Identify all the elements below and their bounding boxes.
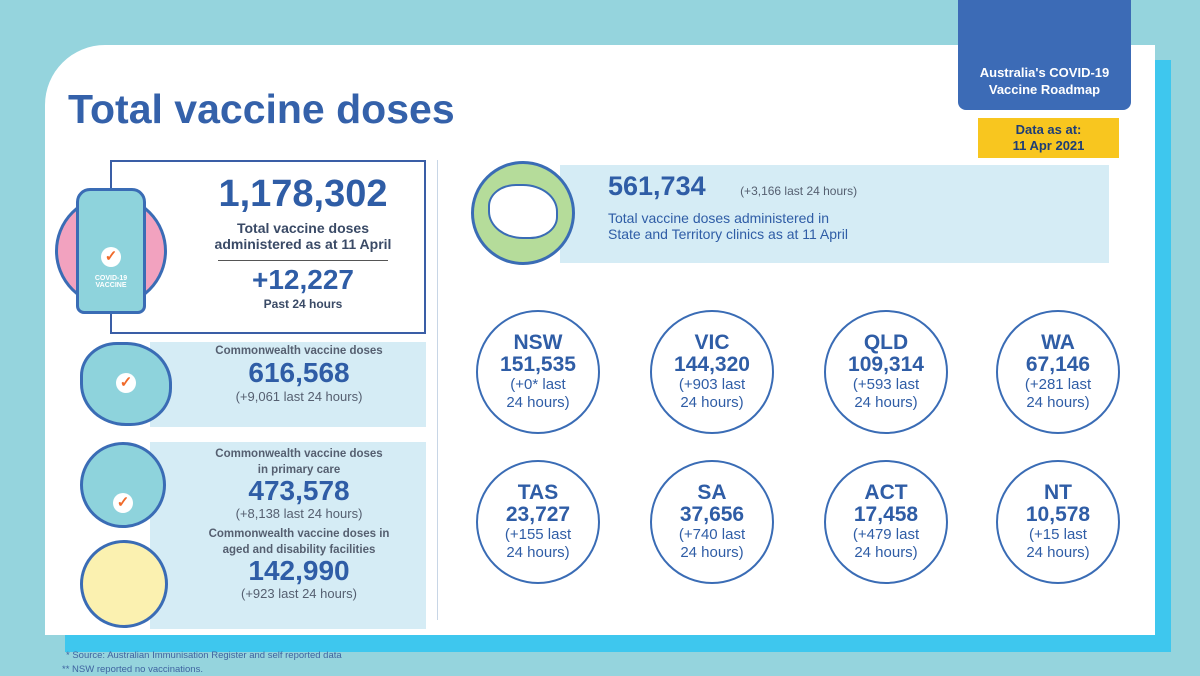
roadmap-badge: Australia's COVID-19 Vaccine Roadmap: [958, 0, 1131, 110]
state-change-period: 24 hours): [854, 394, 918, 411]
total-change: +12,227: [252, 264, 354, 295]
page-title: Total vaccine doses: [68, 86, 455, 132]
state-name: NSW: [513, 331, 563, 354]
state-change: (+281 last: [1024, 376, 1092, 393]
map-shape: [488, 184, 558, 239]
australia-clinics-map-icon: [471, 161, 575, 265]
aged-care-label-1: Commonwealth vaccine doses in: [208, 528, 390, 540]
state-value: 67,146: [1025, 353, 1091, 376]
state-circle-sa: SA 37,656 (+740 last 24 hours): [650, 460, 774, 584]
state-change-period: 24 hours): [1026, 544, 1090, 561]
data-date-badge: Data as at: 11 Apr 2021: [978, 118, 1119, 158]
australia-map-icon: ✓: [80, 342, 172, 426]
commonwealth-label: Commonwealth vaccine doses: [215, 345, 383, 357]
total-divider: [218, 260, 388, 261]
total-value: 1,178,302: [218, 173, 388, 215]
column-divider: [437, 160, 438, 620]
state-value: 109,314: [848, 353, 924, 376]
state-total-label-1: Total vaccine doses administered in: [608, 210, 830, 226]
aged-care-value: 142,990: [248, 555, 350, 586]
state-change: (+155 last: [504, 526, 572, 543]
state-value: 151,535: [500, 353, 576, 376]
state-change: (+593 last: [852, 376, 920, 393]
state-total-value: 561,734: [608, 171, 706, 201]
state-name: QLD: [863, 331, 909, 354]
aged-care-person-icon: [80, 540, 168, 628]
state-change-period: 24 hours): [680, 544, 744, 561]
state-change: (+740 last: [678, 526, 746, 543]
total-doses-box: 1,178,302 Total vaccine doses administer…: [110, 160, 426, 334]
primary-care-value: 473,578: [248, 475, 350, 506]
state-circle-nt: NT 10,578 (+15 last 24 hours): [996, 460, 1120, 584]
aged-care-change: (+923 last 24 hours): [241, 586, 357, 601]
state-circle-act: ACT 17,458 (+479 last 24 hours): [824, 460, 948, 584]
date-value: 11 Apr 2021: [1012, 138, 1085, 153]
state-change: (+903 last: [678, 376, 746, 393]
state-change-period: 24 hours): [680, 394, 744, 411]
state-circle-qld: QLD 109,314 (+593 last 24 hours): [824, 310, 948, 434]
state-name: NT: [1044, 481, 1072, 504]
date-label: Data as at:: [1015, 122, 1082, 137]
primary-care-panel: Commonwealth vaccine doses in primary ca…: [150, 442, 426, 629]
commonwealth-value: 616,568: [248, 357, 350, 388]
state-name: TAS: [517, 481, 559, 504]
state-total-change: (+3,166 last 24 hours): [740, 184, 858, 198]
state-circle-nsw: NSW 151,535 (+0* last 24 hours): [476, 310, 600, 434]
vial-text-2: VACCINE: [95, 282, 127, 289]
check-icon: ✓: [116, 373, 136, 393]
state-name: SA: [697, 481, 727, 504]
state-value: 17,458: [853, 503, 919, 526]
state-change-period: 24 hours): [854, 544, 918, 561]
primary-care-people-icon: ✓: [80, 442, 166, 528]
check-icon: ✓: [101, 247, 121, 267]
total-label-2: administered as at 11 April: [214, 236, 392, 252]
state-total-panel: 561,734 (+3,166 last 24 hours) Total vac…: [560, 165, 1109, 263]
state-value: 37,656: [679, 503, 745, 526]
state-change-period: 24 hours): [1026, 394, 1090, 411]
vial-text-1: COVID-19: [94, 275, 128, 282]
decor-strip-right: [1155, 60, 1171, 652]
state-change-period: 24 hours): [506, 394, 570, 411]
commonwealth-panel: Commonwealth vaccine doses 616,568 (+9,0…: [150, 342, 426, 427]
state-name: ACT: [864, 481, 908, 504]
state-circle-vic: VIC 144,320 (+903 last 24 hours): [650, 310, 774, 434]
total-label-1: Total vaccine doses: [236, 220, 369, 236]
footnote-nsw: ** NSW reported no vaccinations.: [62, 664, 203, 675]
aged-care-label-2: aged and disability facilities: [222, 544, 376, 556]
primary-care-label-2: in primary care: [257, 464, 341, 476]
commonwealth-change: (+9,061 last 24 hours): [235, 389, 363, 404]
state-circle-tas: TAS 23,727 (+155 last 24 hours): [476, 460, 600, 584]
state-circle-wa: WA 67,146 (+281 last 24 hours): [996, 310, 1120, 434]
state-change: (+15 last: [1029, 526, 1087, 543]
state-value: 23,727: [505, 503, 571, 526]
state-change: (+0* last: [510, 376, 566, 393]
vaccine-vial-icon: ✓ COVID-19 VACCINE: [76, 188, 146, 314]
state-change: (+479 last: [852, 526, 920, 543]
state-value: 144,320: [674, 353, 750, 376]
state-name: WA: [1041, 331, 1075, 354]
state-change-period: 24 hours): [506, 544, 570, 561]
state-total-label-2: State and Territory clinics as at 11 Apr…: [608, 226, 848, 242]
check-icon: ✓: [113, 493, 133, 513]
decor-strip-bottom: [65, 634, 1171, 652]
primary-care-change: (+8,138 last 24 hours): [235, 506, 363, 521]
footnote-source: * Source: Australian Immunisation Regist…: [66, 650, 342, 661]
state-value: 10,578: [1025, 503, 1091, 526]
total-change-label: Past 24 hours: [263, 297, 343, 311]
state-name: VIC: [694, 331, 730, 354]
primary-care-label-1: Commonwealth vaccine doses: [215, 448, 383, 460]
